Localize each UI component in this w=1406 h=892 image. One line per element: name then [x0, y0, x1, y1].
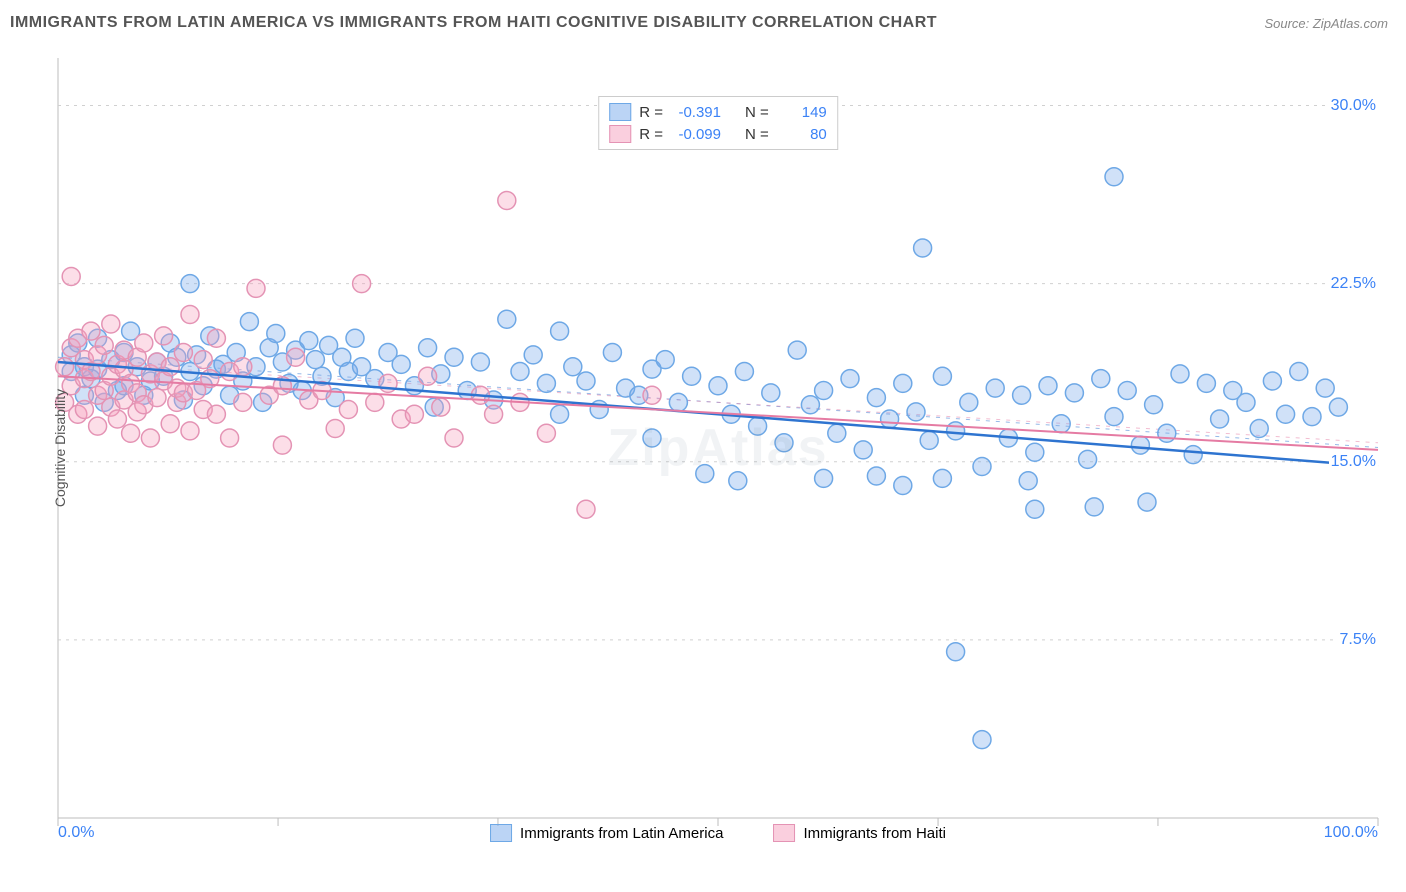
n-value: 149: [777, 104, 827, 121]
swatch-latin-america: [490, 824, 512, 842]
n-label: N =: [745, 104, 769, 121]
chart-container: Cognitive Disability ZipAtlas R = -0.391…: [48, 48, 1388, 848]
legend-row-latin-america: R = -0.391 N = 149: [609, 101, 827, 123]
y-tick-label: 22.5%: [1329, 275, 1378, 293]
swatch-latin-america: [609, 103, 631, 121]
y-axis-label: Cognitive Disability: [52, 389, 68, 507]
x-axis-max-label: 100.0%: [1324, 824, 1378, 842]
y-tick-label: 15.0%: [1329, 453, 1378, 471]
x-axis-min-label: 0.0%: [58, 824, 94, 842]
y-tick-label: 7.5%: [1338, 631, 1378, 649]
scatter-chart: [48, 48, 1388, 848]
legend-item-haiti: Immigrants from Haiti: [773, 824, 946, 842]
legend-label: Immigrants from Latin America: [520, 825, 723, 842]
source-label: Source: ZipAtlas.com: [1264, 16, 1388, 31]
swatch-haiti: [609, 125, 631, 143]
legend-label: Immigrants from Haiti: [803, 825, 946, 842]
r-label: R =: [639, 126, 663, 143]
series-legend: Immigrants from Latin America Immigrants…: [490, 824, 946, 842]
swatch-haiti: [773, 824, 795, 842]
y-tick-label: 30.0%: [1329, 97, 1378, 115]
r-value: -0.391: [671, 104, 721, 121]
legend-item-latin-america: Immigrants from Latin America: [490, 824, 723, 842]
n-value: 80: [777, 126, 827, 143]
r-value: -0.099: [671, 126, 721, 143]
n-label: N =: [745, 126, 769, 143]
chart-title: IMMIGRANTS FROM LATIN AMERICA VS IMMIGRA…: [10, 14, 937, 32]
correlation-legend: R = -0.391 N = 149 R = -0.099 N = 80: [598, 96, 838, 150]
r-label: R =: [639, 104, 663, 121]
legend-row-haiti: R = -0.099 N = 80: [609, 123, 827, 145]
